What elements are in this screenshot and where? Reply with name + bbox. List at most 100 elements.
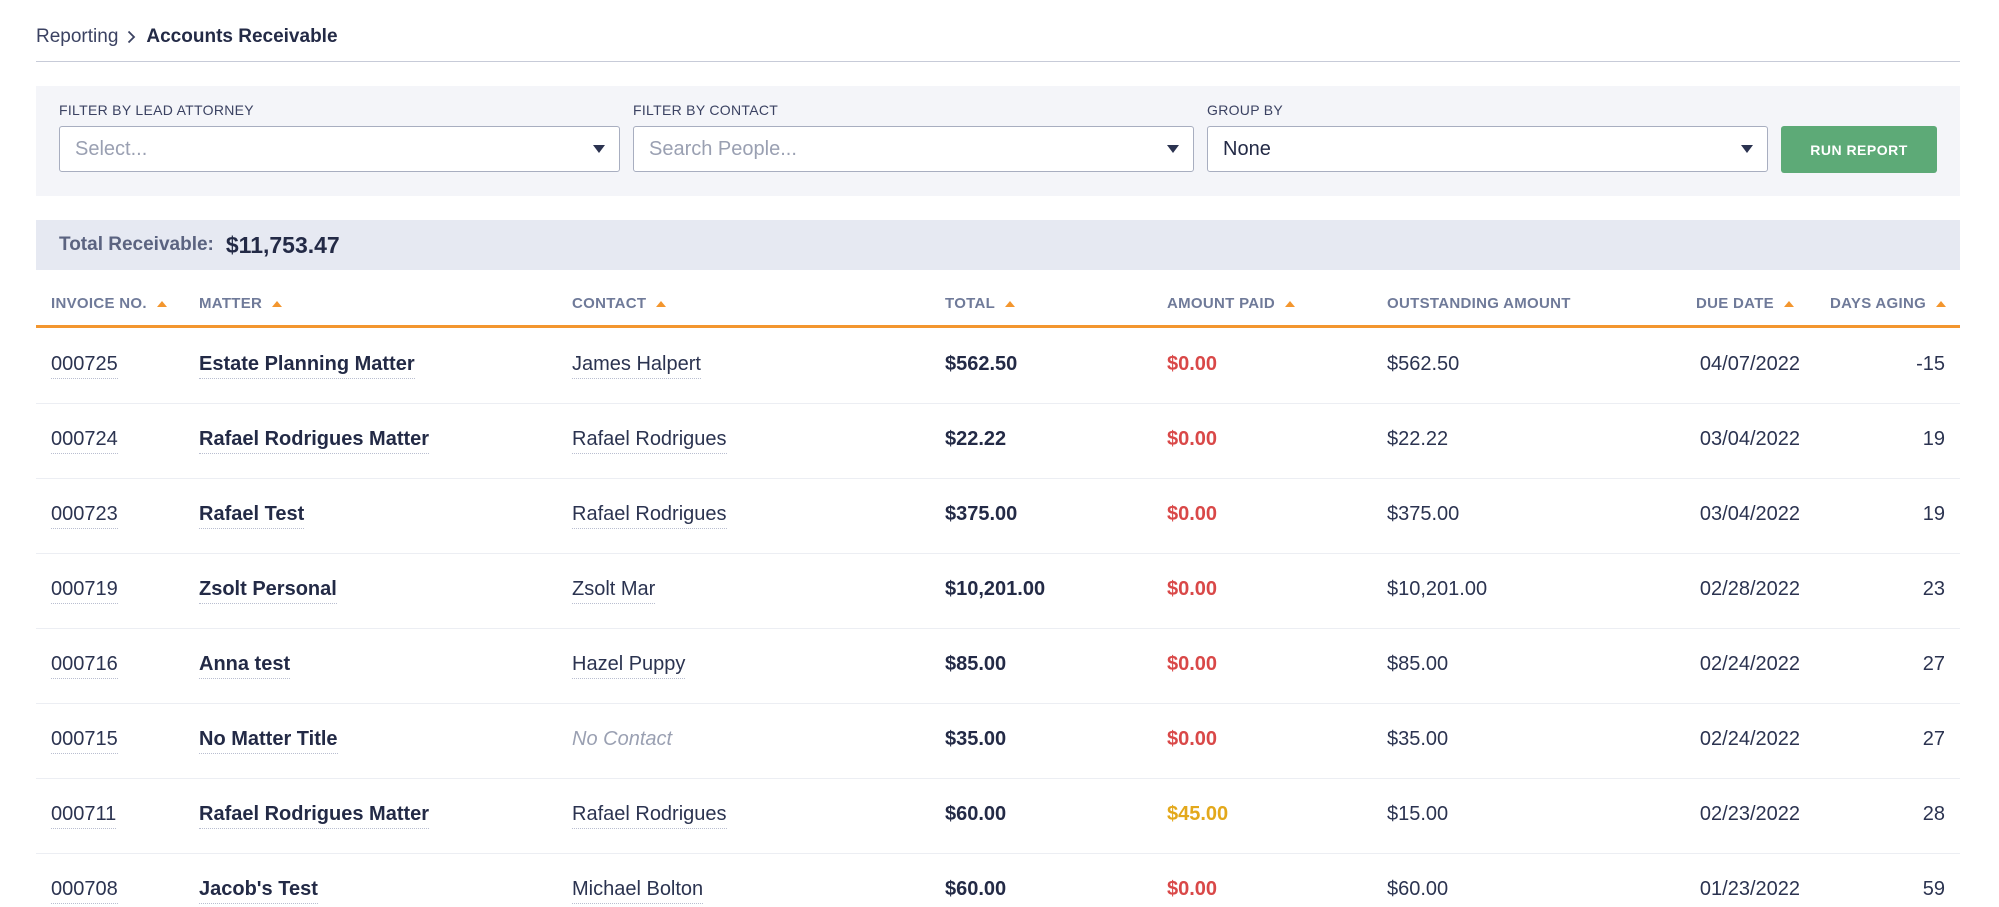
total-amount: $375.00 [945, 503, 1018, 525]
contact-link[interactable]: Rafael Rodrigues [572, 503, 727, 529]
total-amount: $60.00 [945, 803, 1007, 825]
lead-attorney-select[interactable]: Select... [59, 126, 620, 172]
group-by-label: GROUP BY [1207, 102, 1284, 118]
column-header-due-date[interactable]: DUE DATE [1696, 295, 1794, 312]
matter-link[interactable]: Zsolt Personal [199, 578, 337, 604]
lead-attorney-filter: FILTER BY LEAD ATTORNEY Select... [59, 100, 620, 172]
filter-panel: FILTER BY LEAD ATTORNEY Select... FILTER… [36, 86, 1960, 196]
table-row[interactable]: 000719 Zsolt Personal Zsolt Mar $10,201.… [36, 554, 1960, 629]
column-header-label: CONTACT [572, 295, 647, 312]
invoice-number-link[interactable]: 000708 [51, 878, 118, 904]
table-row[interactable]: 000708 Jacob's Test Michael Bolton $60.0… [36, 854, 1960, 907]
column-header-invoice[interactable]: INVOICE NO. [51, 295, 167, 312]
sort-up-icon [1285, 300, 1296, 307]
outstanding-amount: $15.00 [1387, 803, 1449, 825]
invoice-number-link[interactable]: 000711 [51, 803, 117, 829]
contact-link[interactable]: Rafael Rodrigues [572, 803, 727, 829]
invoice-number-link[interactable]: 000725 [51, 353, 118, 379]
caret-down-icon [593, 145, 605, 153]
table-row[interactable]: 000716 Anna test Hazel Puppy $85.00 $0.0… [36, 629, 1960, 704]
invoice-number-link[interactable]: 000723 [51, 503, 118, 529]
no-contact-text: No Contact [572, 728, 673, 750]
lead-attorney-label: FILTER BY LEAD ATTORNEY [59, 102, 254, 118]
table-row[interactable]: 000723 Rafael Test Rafael Rodrigues $375… [36, 479, 1960, 554]
matter-link[interactable]: Rafael Rodrigues Matter [199, 803, 430, 829]
invoice-number-link[interactable]: 000715 [51, 728, 118, 754]
column-header-label: INVOICE NO. [51, 295, 147, 312]
column-header-label: DAYS AGING [1830, 295, 1927, 312]
column-header-total[interactable]: TOTAL [945, 295, 1016, 312]
outstanding-amount: $562.50 [1387, 353, 1460, 375]
table-row[interactable]: 000724 Rafael Rodrigues Matter Rafael Ro… [36, 404, 1960, 479]
total-amount: $35.00 [945, 728, 1007, 750]
days-aging: 59 [1922, 878, 1945, 900]
outstanding-amount: $375.00 [1387, 503, 1460, 525]
matter-link[interactable]: Anna test [199, 653, 291, 679]
contact-link[interactable]: Zsolt Mar [572, 578, 656, 604]
column-header-contact[interactable]: CONTACT [572, 295, 667, 312]
total-amount: $60.00 [945, 878, 1007, 900]
due-date: 02/23/2022 [1699, 803, 1800, 825]
days-aging: 27 [1922, 728, 1945, 750]
outstanding-amount: $60.00 [1387, 878, 1449, 900]
due-date: 02/28/2022 [1699, 578, 1800, 600]
total-receivable-bar: Total Receivable: $11,753.47 [36, 220, 1960, 270]
due-date: 03/04/2022 [1699, 428, 1800, 450]
due-date: 04/07/2022 [1699, 353, 1800, 375]
column-header-label: TOTAL [945, 295, 996, 312]
column-header-label: AMOUNT PAID [1167, 295, 1276, 312]
sort-up-icon [1936, 300, 1947, 307]
table-row[interactable]: 000725 Estate Planning Matter James Halp… [36, 329, 1960, 404]
amount-paid: $0.00 [1167, 353, 1218, 375]
page-title: Accounts Receivable [146, 26, 338, 47]
column-header-label: DUE DATE [1696, 295, 1774, 312]
column-header-outstanding[interactable]: OUTSTANDING AMOUNT [1387, 295, 1571, 312]
contact-link[interactable]: Rafael Rodrigues [572, 428, 727, 454]
contact-link[interactable]: Michael Bolton [572, 878, 704, 904]
caret-down-icon [1167, 145, 1179, 153]
total-receivable-label: Total Receivable: [59, 234, 214, 255]
matter-link[interactable]: No Matter Title [199, 728, 338, 754]
caret-down-icon [1741, 145, 1753, 153]
amount-paid: $0.00 [1167, 428, 1218, 450]
contact-search-select[interactable]: Search People... [633, 126, 1194, 172]
run-report-button[interactable]: RUN REPORT [1781, 126, 1937, 173]
contact-link[interactable]: James Halpert [572, 353, 701, 379]
invoice-number-link[interactable]: 000716 [51, 653, 118, 679]
days-aging: 28 [1922, 803, 1945, 825]
table-header: INVOICE NO. MATTER CONTACT TOTAL AMOUNT … [36, 284, 1960, 328]
sort-up-icon [1783, 300, 1794, 307]
table-row[interactable]: 000711 Rafael Rodrigues Matter Rafael Ro… [36, 779, 1960, 854]
contact-search-placeholder: Search People... [649, 137, 797, 160]
group-by-select[interactable]: None [1207, 126, 1768, 172]
breadcrumb: Reporting Accounts Receivable [36, 22, 338, 52]
invoice-number-link[interactable]: 000724 [51, 428, 118, 454]
sort-up-icon [156, 300, 167, 307]
sort-up-icon [656, 300, 667, 307]
outstanding-amount: $35.00 [1387, 728, 1449, 750]
sort-up-icon [272, 300, 283, 307]
matter-link[interactable]: Estate Planning Matter [199, 353, 415, 379]
total-amount: $85.00 [945, 653, 1007, 675]
amount-paid: $0.00 [1167, 728, 1218, 750]
table-row[interactable]: 000715 No Matter Title No Contact $35.00… [36, 704, 1960, 779]
matter-link[interactable]: Jacob's Test [199, 878, 318, 904]
column-header-amount-paid[interactable]: AMOUNT PAID [1167, 295, 1296, 312]
chevron-right-icon [127, 30, 136, 44]
header-divider [36, 61, 1960, 62]
table-body: 000725 Estate Planning Matter James Halp… [36, 329, 1960, 907]
column-header-matter[interactable]: MATTER [199, 295, 283, 312]
matter-link[interactable]: Rafael Rodrigues Matter [199, 428, 430, 454]
contact-filter-label: FILTER BY CONTACT [633, 102, 779, 118]
matter-link[interactable]: Rafael Test [199, 503, 305, 529]
contact-filter: FILTER BY CONTACT Search People... [633, 100, 1194, 172]
invoice-number-link[interactable]: 000719 [51, 578, 118, 604]
amount-paid: $0.00 [1167, 578, 1218, 600]
breadcrumb-reporting-link[interactable]: Reporting [36, 26, 119, 47]
group-by-value: None [1223, 137, 1271, 160]
contact-link[interactable]: Hazel Puppy [572, 653, 686, 679]
days-aging: 23 [1922, 578, 1945, 600]
column-header-label: OUTSTANDING AMOUNT [1387, 295, 1571, 312]
column-header-days-aging[interactable]: DAYS AGING [1830, 295, 1947, 312]
group-by-filter: GROUP BY None [1207, 100, 1768, 172]
